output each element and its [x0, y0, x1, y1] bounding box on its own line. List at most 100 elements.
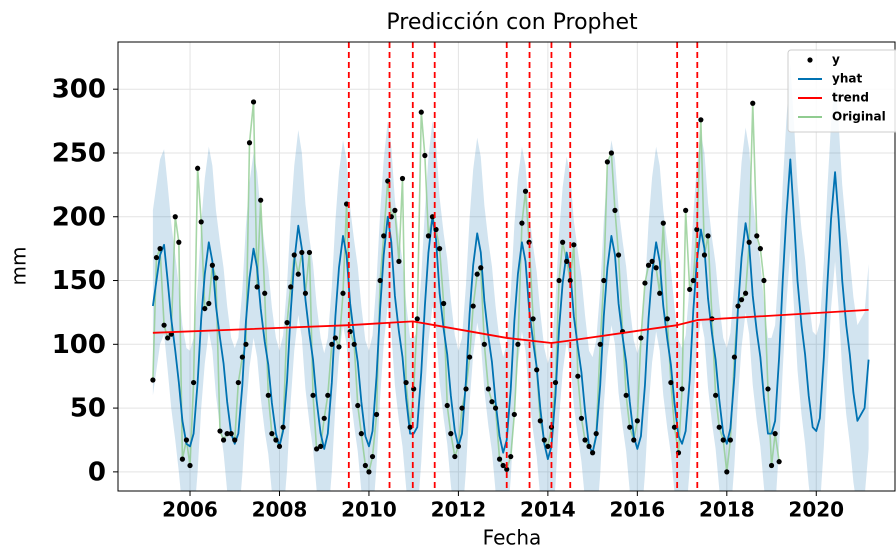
data-point — [534, 367, 540, 373]
y-tick-label: 200 — [52, 202, 106, 232]
data-point — [504, 466, 510, 472]
data-point — [418, 109, 424, 115]
x-tick-label: 2006 — [162, 498, 218, 522]
data-point — [474, 271, 480, 277]
data-point — [310, 392, 316, 398]
data-point — [642, 280, 648, 286]
data-point — [220, 437, 227, 443]
data-point — [455, 443, 462, 449]
data-point — [575, 373, 581, 379]
data-point — [481, 341, 487, 347]
data-point — [615, 252, 622, 258]
data-point — [489, 399, 495, 405]
legend-label: y — [832, 53, 840, 67]
data-point — [366, 469, 372, 475]
data-point — [623, 392, 629, 398]
series-line — [152, 308, 869, 344]
data-point — [511, 411, 517, 418]
data-point — [627, 424, 633, 430]
data-point — [515, 341, 521, 347]
data-point — [161, 322, 167, 328]
data-point — [541, 437, 547, 443]
y-tick-label: 100 — [52, 330, 106, 360]
data-point — [396, 258, 402, 264]
data-point — [664, 316, 670, 322]
data-point — [165, 335, 171, 341]
data-point — [441, 300, 447, 307]
data-point — [172, 214, 178, 220]
data-point — [470, 303, 476, 309]
data-point — [284, 320, 290, 326]
data-point — [649, 258, 655, 264]
x-axis-label: Fecha — [483, 526, 542, 550]
data-point — [634, 418, 640, 424]
data-point — [403, 379, 409, 386]
data-point — [466, 354, 473, 360]
data-point — [668, 379, 674, 386]
data-point — [653, 265, 659, 271]
data-point — [597, 341, 603, 347]
data-point — [239, 354, 245, 360]
data-point — [276, 443, 283, 449]
data-point — [687, 286, 693, 293]
data-point — [679, 386, 685, 392]
data-point — [183, 437, 190, 443]
x-tick-label: 2018 — [699, 498, 755, 522]
x-tick-label: 2020 — [788, 498, 844, 522]
data-point — [590, 450, 596, 456]
y-axis-label: mm — [7, 247, 31, 286]
data-point — [768, 462, 775, 469]
data-point — [235, 379, 241, 386]
data-point — [754, 233, 760, 239]
data-point — [485, 386, 491, 392]
data-point — [564, 258, 570, 264]
data-point — [306, 249, 313, 256]
data-point — [757, 246, 763, 252]
plot-frame — [117, 41, 896, 492]
data-point — [500, 462, 506, 469]
data-point — [631, 437, 637, 443]
data-point — [343, 201, 350, 207]
data-point — [593, 430, 599, 437]
data-point — [660, 220, 666, 226]
data-point — [351, 341, 357, 347]
x-tick-label: 2014 — [520, 498, 576, 522]
data-point — [448, 430, 454, 437]
data-point — [373, 411, 380, 418]
data-point — [228, 430, 234, 437]
data-point — [701, 252, 708, 258]
x-tick-label: 2008 — [252, 498, 308, 522]
data-point — [414, 316, 420, 322]
data-point — [671, 424, 678, 430]
data-point — [325, 392, 331, 398]
data-point — [776, 459, 782, 465]
data-point — [291, 252, 297, 258]
data-point — [578, 415, 585, 421]
data-point — [295, 271, 301, 277]
data-point — [157, 246, 163, 252]
data-point — [246, 140, 253, 146]
data-point — [377, 277, 383, 284]
data-point — [552, 379, 559, 386]
x-tick-label: 2012 — [431, 498, 487, 522]
y-tick-label: 150 — [52, 266, 106, 296]
plot-area — [150, 42, 870, 491]
data-point — [720, 437, 726, 443]
data-point — [213, 275, 219, 281]
chart-title: Predicción con Prophet — [386, 10, 638, 35]
data-point — [340, 290, 346, 296]
data-point — [190, 379, 197, 386]
data-point — [269, 430, 275, 437]
data-point — [232, 437, 238, 443]
data-point — [195, 165, 201, 171]
data-point — [425, 233, 432, 239]
data-point — [381, 233, 387, 239]
x-tick-label: 2016 — [610, 498, 666, 522]
legend-label: trend — [832, 91, 869, 105]
data-point — [150, 377, 156, 383]
data-point — [463, 386, 469, 392]
data-point — [433, 226, 439, 233]
data-point — [601, 277, 607, 284]
legend-label: yhat — [832, 72, 862, 86]
